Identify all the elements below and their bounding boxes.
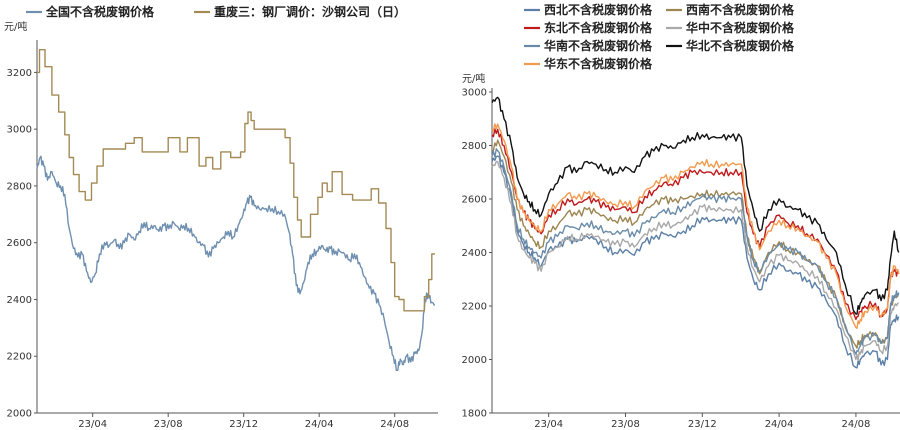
legend-label: 东北不含税废钢价格: [544, 20, 653, 35]
y-tick-label: 2800: [7, 181, 32, 192]
y-tick-label: 2200: [7, 352, 32, 363]
series-line-6: [491, 96, 900, 315]
series-line-2: [37, 49, 435, 312]
legend-label: 重废三：钢厂调价：沙钢公司（日）: [214, 4, 406, 19]
series-line-1: [491, 155, 900, 369]
x-tick-label: 23/08: [611, 419, 640, 430]
y-tick-label: 2600: [462, 195, 487, 206]
y-tick-label: 3200: [7, 68, 32, 79]
legend-label: 全国不含税废钢价格: [45, 4, 155, 19]
y-tick-label: 2000: [7, 409, 32, 420]
legend-label: 华南不含税废钢价格: [544, 38, 653, 53]
y-tick-label: 2600: [7, 238, 32, 249]
y-tick-label: 2400: [462, 248, 487, 259]
legend-label: 华中不含税废钢价格: [686, 20, 795, 35]
y-unit-label: 元/吨: [462, 72, 485, 85]
series-line-7: [491, 123, 900, 329]
x-tick-label: 24/08: [380, 419, 409, 430]
x-tick-label: 23/12: [229, 419, 258, 430]
legend-label: 西北不含税废钢价格: [544, 2, 653, 17]
series-line-1: [36, 155, 435, 372]
series-line-5: [491, 148, 900, 355]
y-tick-label: 2800: [462, 141, 487, 152]
x-tick-label: 24/04: [765, 419, 794, 430]
y-tick-label: 1800: [462, 409, 487, 420]
x-tick-label: 24/04: [305, 419, 334, 430]
x-tick-label: 23/12: [688, 419, 717, 430]
y-tick-label: 3000: [462, 88, 487, 99]
y-tick-label: 2400: [7, 295, 32, 306]
y-tick-label: 3000: [7, 125, 32, 136]
legend-label: 西南不含税废钢价格: [686, 2, 795, 17]
legend-label: 华东不含税废钢价格: [544, 56, 653, 71]
x-tick-label: 24/08: [842, 419, 871, 430]
legend-label: 华北不含税废钢价格: [686, 38, 795, 53]
x-tick-label: 23/08: [154, 419, 183, 430]
left-chart: 元/吨 2000 2200 2400 2600 2800 3000 3200 23/04 23/0…: [4, 4, 438, 430]
y-tick-label: 2200: [462, 302, 487, 313]
y-unit-label: 元/吨: [4, 20, 27, 33]
x-tick-label: 23/04: [534, 419, 563, 430]
series-line-4: [491, 160, 899, 361]
y-tick-label: 2000: [462, 355, 487, 366]
right-chart: 元/吨 1800 2000 2200 2400 2600 2800 3000 23/04 23/0…: [462, 2, 900, 430]
series-line-2: [491, 139, 900, 349]
x-tick-label: 23/04: [78, 419, 107, 430]
